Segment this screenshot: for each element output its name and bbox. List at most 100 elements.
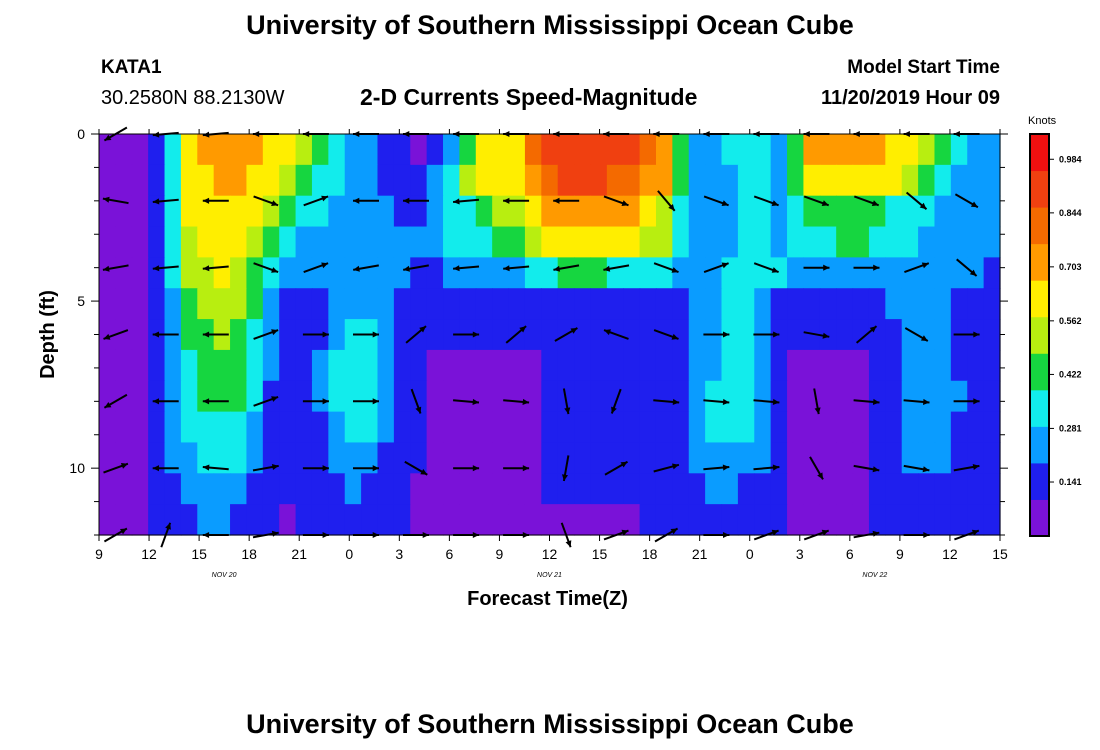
heatmap-cell [279, 504, 297, 536]
heatmap-cell [459, 226, 477, 258]
heatmap-cell [918, 195, 936, 228]
heatmap-cell [787, 319, 805, 351]
current-vector [904, 327, 929, 342]
current-vector [603, 264, 630, 272]
vector-head [920, 335, 928, 341]
vector-head [973, 398, 980, 405]
heatmap-cell [459, 257, 477, 289]
heatmap-cell [99, 195, 116, 228]
heatmap-cell [688, 349, 706, 382]
vector-head [453, 198, 460, 205]
heatmap-cell [246, 504, 264, 536]
heatmap-cell [148, 411, 166, 444]
x-date-label: NOV 21 [537, 572, 562, 579]
heatmap-cell [787, 134, 805, 166]
heatmap-cell [574, 411, 592, 444]
colorbar-tick-label: 0.703 [1059, 262, 1082, 272]
vector-head [564, 407, 571, 415]
vector-head [672, 398, 680, 405]
heatmap-cell [311, 473, 329, 505]
heatmap-cell [541, 257, 559, 289]
heatmap-cell [328, 504, 346, 536]
current-vector [753, 398, 780, 405]
heatmap-cell [819, 164, 837, 197]
heatmap-cell [180, 319, 198, 351]
vector-head [271, 464, 279, 470]
vector-head [519, 326, 527, 333]
x-tick-label: 18 [241, 546, 257, 562]
heatmap-cell [590, 473, 608, 505]
heatmap-cell [770, 380, 788, 413]
heatmap-cell [655, 349, 673, 382]
heatmap-cell [950, 134, 968, 166]
heatmap-cell [541, 288, 559, 320]
heatmap-cell [934, 380, 952, 413]
heatmap-cell [705, 288, 723, 320]
heatmap-cell [213, 473, 231, 505]
heatmap-cell [901, 319, 919, 351]
heatmap-cell [377, 134, 395, 166]
heatmap-cell [262, 226, 280, 258]
heatmap-cell [688, 411, 706, 444]
heatmap-cell [262, 411, 280, 444]
heatmap-cell [754, 134, 772, 166]
current-vector [803, 264, 830, 271]
heatmap-cell [361, 349, 379, 382]
heatmap-cell [590, 288, 608, 320]
heatmap-cell [721, 195, 739, 228]
vector-head [621, 529, 629, 536]
y-axis-ticks: 0 5 10 [69, 126, 1008, 536]
heatmap-cell [361, 257, 379, 289]
vector-head [152, 398, 159, 405]
heatmap-cell [213, 288, 231, 320]
heatmap-cell [328, 134, 346, 166]
heatmap-cell [868, 411, 886, 444]
heatmap-cell [557, 134, 575, 166]
current-vector [404, 460, 428, 476]
heatmap-cell [99, 257, 116, 289]
heatmap-cell [983, 442, 1001, 474]
heatmap-cell [328, 380, 346, 413]
heatmap-cell [180, 195, 198, 228]
heatmap-cell [623, 226, 641, 258]
heatmap-cell [197, 473, 215, 505]
heatmap-cell [197, 164, 215, 197]
heatmap-cell [508, 226, 526, 258]
current-vector [657, 190, 676, 212]
heatmap-cell [508, 380, 526, 413]
heatmap-cell [934, 504, 952, 536]
x-date-label: NOV 22 [862, 572, 887, 579]
heatmap-cell [852, 195, 870, 228]
heatmap-cell [475, 134, 493, 166]
heatmap-cell [393, 442, 411, 474]
heatmap-cell [819, 442, 837, 474]
heatmap-cell [148, 349, 166, 382]
heatmap-cell [361, 226, 379, 258]
heatmap-cell [787, 411, 805, 444]
colorbar-segment [1030, 280, 1049, 318]
heatmap-cell [967, 380, 985, 413]
heatmap-cell [180, 473, 198, 505]
heatmap-cell [737, 473, 755, 505]
heatmap-cell [148, 380, 166, 413]
current-vector [353, 331, 379, 338]
heatmap-cell [983, 411, 1001, 444]
station-coordinates: 30.2580N 88.2130W [101, 87, 285, 109]
heatmap-cell [623, 164, 641, 197]
heatmap-cell [328, 164, 346, 197]
heatmap-cell [606, 288, 624, 320]
heatmap-cell [344, 226, 362, 258]
heatmap-cell [115, 164, 133, 197]
heatmap-cell [230, 288, 248, 320]
heatmap-cell [639, 226, 657, 258]
heatmap-cell [295, 504, 313, 536]
heatmap-cell [721, 504, 739, 536]
heatmap-cell [918, 473, 936, 505]
heatmap-cell [279, 319, 297, 351]
heatmap-cell [819, 411, 837, 444]
current-vector [202, 464, 229, 471]
current-vector [403, 197, 429, 204]
heatmap-cell [639, 349, 657, 382]
heatmap-cell [983, 257, 1001, 289]
current-vector [253, 262, 279, 274]
